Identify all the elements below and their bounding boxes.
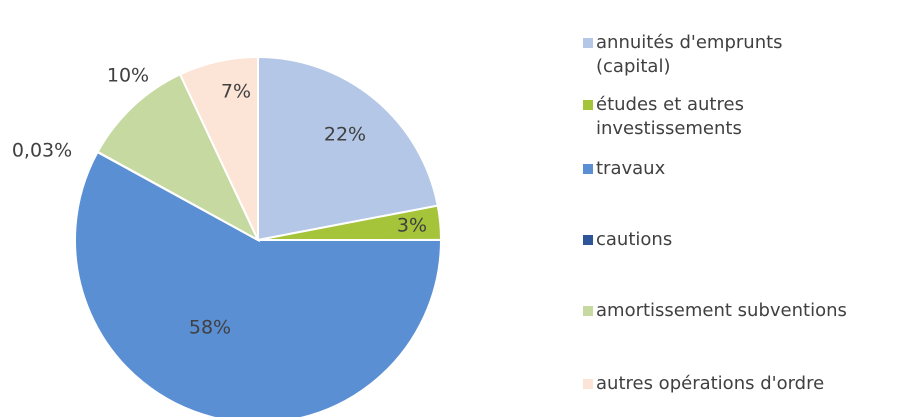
pie-slice <box>257 55 439 242</box>
data-label: 58% <box>189 317 231 339</box>
legend-swatch <box>583 306 593 316</box>
legend-swatch <box>583 38 593 48</box>
legend-label: études et autres investissements <box>596 94 744 139</box>
data-label: 22% <box>324 124 366 146</box>
legend-item: autres opérations d'ordre <box>583 372 824 396</box>
pie-slice <box>74 150 443 417</box>
legend-label: cautions <box>596 229 673 250</box>
legend-label: travaux <box>596 158 666 179</box>
legend-swatch <box>583 164 593 174</box>
legend-item: cautions <box>583 228 672 252</box>
pie-slice <box>96 73 261 243</box>
pie-slice <box>178 55 259 241</box>
legend-item: travaux <box>583 157 665 181</box>
legend-label: amortissement subventions <box>596 300 847 321</box>
legend-label: autres opérations d'ordre <box>596 373 825 394</box>
legend-item: annuités d'emprunts (capital) <box>583 31 843 79</box>
data-label: 7% <box>221 81 251 103</box>
data-label: 0,03% <box>12 140 72 162</box>
data-label: 10% <box>107 65 149 87</box>
legend-item: études et autres investissements <box>583 93 843 141</box>
legend-item: amortissement subventions <box>583 299 847 323</box>
data-label: 3% <box>397 215 427 237</box>
pie: 22% 3% 58% 0,03% 10% 7% <box>12 55 443 417</box>
legend-swatch <box>583 100 593 110</box>
legend-swatch <box>583 379 593 389</box>
legend-label: annuités d'emprunts (capital) <box>596 32 783 77</box>
legend-swatch <box>583 235 593 245</box>
